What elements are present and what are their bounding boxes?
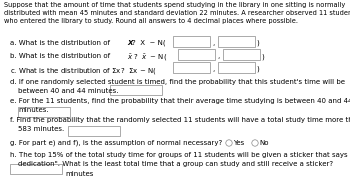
Text: f. Find the probability that the randomly selected 11 students will have a total: f. Find the probability that the randoml… (10, 117, 350, 123)
Bar (173, 36, 210, 47)
Text: between 40 and 44 minutes.: between 40 and 44 minutes. (18, 88, 119, 94)
Text: 583 minutes.: 583 minutes. (18, 126, 64, 132)
Bar (68, 126, 120, 136)
Bar (110, 85, 162, 95)
Text: No: No (259, 140, 268, 146)
Text: ?  X  ~ N(: ? X ~ N( (132, 40, 166, 46)
Text: Yes: Yes (233, 140, 244, 146)
Bar (218, 36, 255, 47)
Text: e. For the 11 students, find the probability that their average time studying is: e. For the 11 students, find the probabi… (10, 98, 350, 104)
Text: $\bar{x}$: $\bar{x}$ (127, 53, 133, 62)
Text: ?  $\bar{x}$  ~ N(: ? $\bar{x}$ ~ N( (133, 53, 167, 63)
Text: ): ) (256, 66, 259, 73)
Bar (18, 107, 70, 117)
Text: h. The top 15% of the total study time for groups of 11 students will be given a: h. The top 15% of the total study time f… (10, 152, 350, 158)
Text: a. What is the distribution of: a. What is the distribution of (10, 40, 112, 46)
Text: g. For part e) and f), is the assumption of normal necessary?: g. For part e) and f), is the assumption… (10, 140, 222, 146)
Text: minutes: minutes (65, 171, 93, 177)
Bar (218, 62, 255, 73)
Text: minutes.: minutes. (18, 107, 49, 113)
Text: ): ) (256, 40, 259, 46)
Text: ): ) (261, 53, 264, 59)
Bar (173, 62, 210, 73)
Text: c. What is the distribution of $\Sigma$x?  $\Sigma$x ~ N(: c. What is the distribution of $\Sigma$x… (10, 66, 156, 76)
Text: ,: , (212, 66, 214, 72)
Text: ,: , (212, 40, 214, 46)
Bar (10, 164, 62, 174)
Text: b. What is the distribution of: b. What is the distribution of (10, 53, 112, 59)
Text: Suppose that the amount of time that students spend studying in the library in o: Suppose that the amount of time that stu… (4, 2, 350, 25)
Bar (223, 49, 260, 60)
Text: d. If one randomly selected student is timed, find the probability that this stu: d. If one randomly selected student is t… (10, 79, 345, 85)
Bar (178, 49, 215, 60)
Text: X: X (127, 40, 132, 46)
Text: dedication". What is the least total time that a group can study and still recei: dedication". What is the least total tim… (18, 161, 333, 167)
Text: ,: , (217, 53, 219, 59)
